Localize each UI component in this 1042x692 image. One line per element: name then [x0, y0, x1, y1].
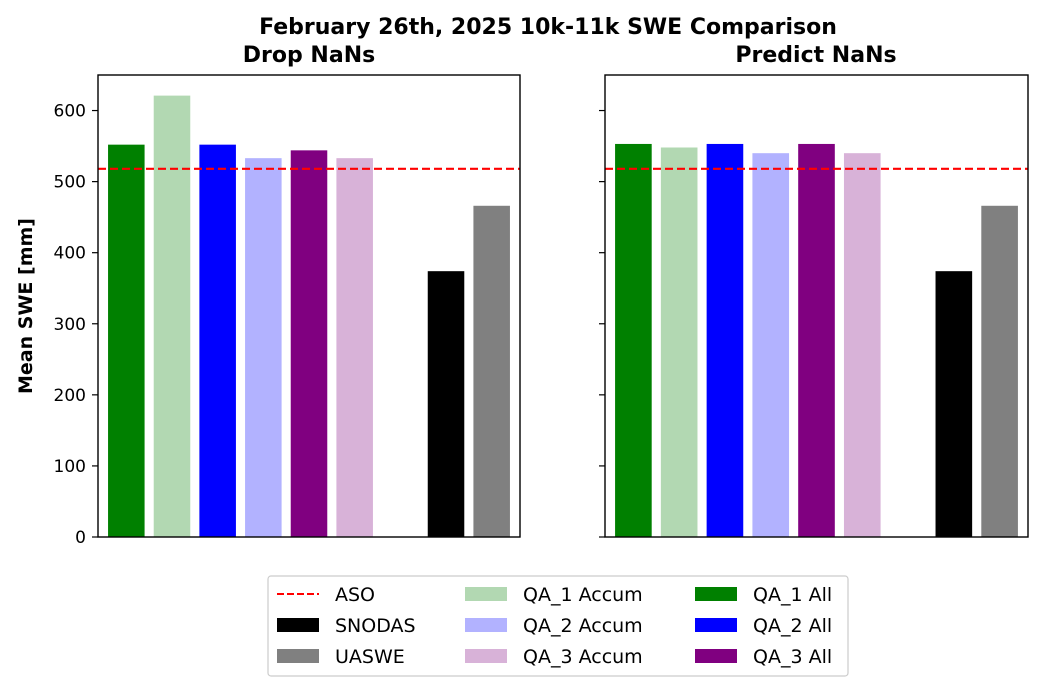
- bar-qa-1-accum: [660, 147, 698, 537]
- y-tick-label: 200: [54, 386, 86, 406]
- bar-uaswe: [473, 205, 510, 537]
- legend-swatch: [465, 587, 507, 601]
- y-axis-label: Mean SWE [mm]: [15, 218, 37, 394]
- legend-label: QA_2 All: [753, 615, 832, 637]
- legend-swatch: [465, 618, 507, 632]
- y-tick-label: 400: [54, 244, 86, 264]
- bar-qa-2-accum: [245, 158, 282, 537]
- subplot-drop-nans: Drop NaNs Mean SWE [mm] 0 100 200 300 400 500…: [15, 43, 521, 548]
- bar-qa-2-all: [706, 143, 744, 537]
- bar-qa-3-all: [290, 150, 328, 537]
- legend-swatch: [695, 587, 737, 601]
- legend-label: QA_3 All: [753, 646, 832, 668]
- plot-area: [599, 74, 1029, 538]
- legend-item-uaswe: UASWE: [277, 646, 405, 668]
- legend-item-qa-1-accum: QA_1 Accum: [465, 584, 643, 606]
- subplot-title: Predict NaNs: [735, 43, 896, 68]
- legend-item-qa-2-accum: QA_2 Accum: [465, 615, 643, 637]
- bar-snodas: [935, 271, 973, 537]
- legend-label: QA_2 Accum: [523, 615, 643, 637]
- legend-swatch: [277, 649, 319, 663]
- legend-swatch: [277, 618, 319, 632]
- legend-swatch: [465, 649, 507, 663]
- bar-snodas: [427, 271, 465, 537]
- bar-qa-1-all: [108, 144, 145, 537]
- legend-label: QA_1 All: [753, 584, 832, 606]
- subplot-predict-nans: Predict NaNs: [599, 43, 1029, 538]
- bar-qa-2-all: [199, 144, 236, 537]
- legend: ASO SNODAS UASWE QA_1 Accum QA_2 Accum QA_3 A…: [267, 575, 849, 677]
- legend-label: ASO: [335, 584, 375, 606]
- legend-item-qa-3-all: QA_3 All: [695, 646, 832, 668]
- legend-swatch: [695, 618, 737, 632]
- bar-qa-2-accum: [752, 153, 790, 537]
- bar-uaswe: [981, 205, 1018, 537]
- plot-area: 0 100 200 300 400 500 600: [54, 74, 521, 548]
- legend-label: UASWE: [335, 646, 405, 668]
- bar-qa-3-accum: [336, 158, 373, 537]
- legend-item-qa-3-accum: QA_3 Accum: [465, 646, 643, 668]
- legend-item-snodas: SNODAS: [277, 615, 416, 637]
- legend-item-qa-2-all: QA_2 All: [695, 615, 832, 637]
- legend-item-aso: ASO: [277, 584, 375, 606]
- legend-item-qa-1-all: QA_1 All: [695, 584, 832, 606]
- y-tick-label: 600: [54, 102, 86, 122]
- figure-suptitle: February 26th, 2025 10k-11k SWE Comparis…: [259, 15, 837, 40]
- legend-label: SNODAS: [335, 615, 416, 637]
- legend-swatch: [695, 649, 737, 663]
- axes-frame: [97, 74, 521, 538]
- y-tick-label: 0: [75, 528, 86, 548]
- subplot-title: Drop NaNs: [243, 43, 375, 68]
- legend-label: QA_1 Accum: [523, 584, 643, 606]
- bar-qa-1-all: [615, 143, 652, 537]
- y-tick-label: 100: [54, 457, 86, 477]
- y-tick-label: 500: [54, 173, 86, 193]
- y-tick-label: 300: [54, 315, 86, 335]
- axes-frame: [604, 74, 1029, 538]
- bar-qa-3-accum: [843, 153, 881, 537]
- legend-label: QA_3 Accum: [523, 646, 643, 668]
- bar-qa-3-all: [798, 143, 835, 537]
- bar-qa-1-accum: [153, 95, 191, 537]
